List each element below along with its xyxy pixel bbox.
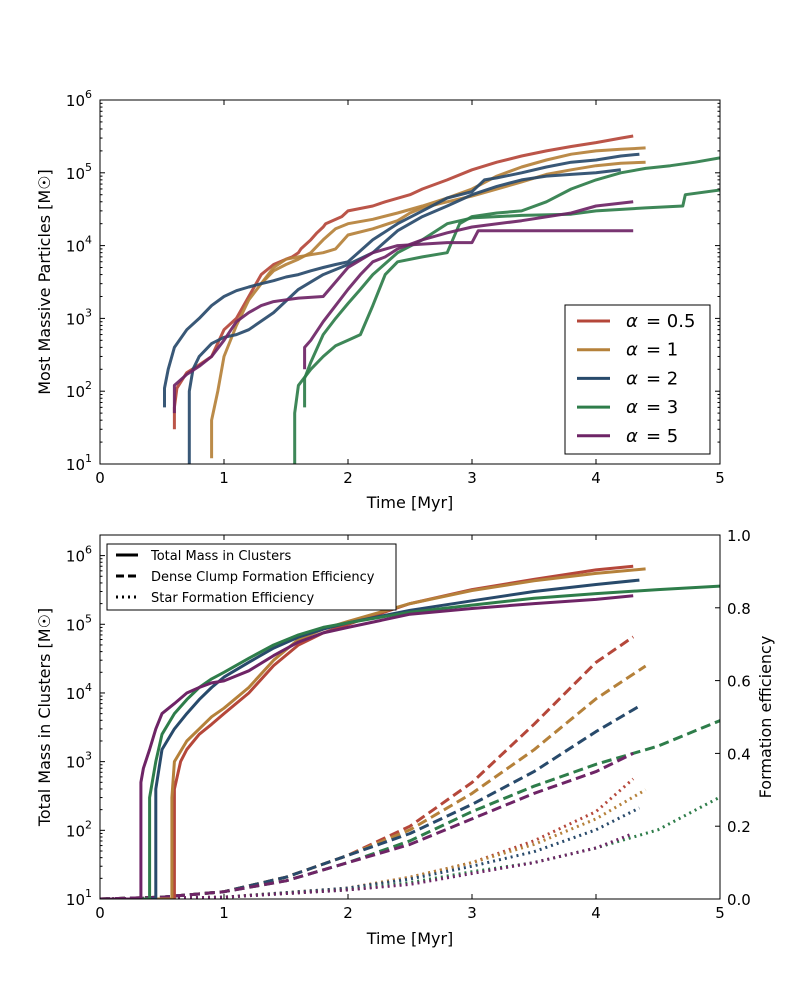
bottom-x-tick-label: 0 [95, 904, 105, 922]
top-legend-symbol: α [626, 311, 638, 332]
bottom-right-y-axis-label: Formation efficiency [756, 636, 775, 799]
top-x-tick-label: 5 [715, 469, 725, 487]
top-y-tick-label: 102 [66, 379, 92, 401]
top-legend-label: = 2 [646, 368, 678, 389]
bottom-sfe-line-a1 [100, 788, 647, 899]
top-legend-label: = 1 [646, 340, 678, 361]
bottom-sfe-line-a5 [100, 832, 634, 899]
top-legend-symbol: α [626, 340, 638, 361]
bottom-legend-label: Dense Clump Formation Efficiency [151, 570, 375, 585]
bottom-y-tick-label: 106 [66, 544, 92, 566]
bottom-legend-label: Star Formation Efficiency [151, 591, 314, 606]
top-y-tick-label: 104 [66, 234, 92, 256]
bottom-y-tick-label: 104 [66, 681, 92, 703]
top-x-tick-label: 3 [467, 469, 477, 487]
bottom-legend-box [106, 543, 397, 611]
bottom-series-group [100, 564, 720, 899]
bottom-right-y-tick-label: 0.4 [727, 745, 751, 763]
bottom-right-y-tick-label: 0.0 [727, 891, 751, 909]
top-chart-panel: 0 1 2 3 4 5 101 102 103 104 105 106 Time [Myr] Mos… [35, 88, 725, 512]
bottom-y-tick-label: 105 [66, 612, 92, 634]
bottom-plot-frame [99, 534, 721, 900]
top-series-group [163, 134, 720, 464]
bottom-total-mass-line-a3 [100, 584, 720, 899]
top-y-tick-label: 103 [66, 306, 92, 328]
top-plot-frame [99, 99, 721, 465]
bottom-x-axis-label: Time [Myr] [366, 929, 454, 948]
bottom-sfe-line-a05 [100, 777, 635, 899]
bottom-x-tick-label: 4 [591, 904, 601, 922]
bottom-y-tick-label: 102 [66, 818, 92, 840]
top-legend-label: = 5 [646, 426, 678, 447]
bottom-y-ticks: 101 102 103 104 105 106 [66, 544, 105, 909]
bottom-right-y-ticks: 0.0 0.2 0.4 0.6 0.8 1.0 [715, 527, 751, 909]
bottom-dense-eff-line-a5 [100, 752, 634, 899]
top-x-tick-label: 4 [591, 469, 601, 487]
bottom-right-y-tick-label: 0.2 [727, 818, 751, 836]
top-legend-label: = 3 [646, 397, 678, 418]
bottom-y-tick-label: 101 [66, 887, 92, 909]
bottom-total-mass-line-a2 [100, 578, 640, 899]
bottom-total-mass-line-a1 [100, 567, 646, 899]
top-legend-symbol: α [626, 368, 638, 389]
bottom-x-tick-label: 3 [467, 904, 477, 922]
bottom-legend-label: Total Mass in Clusters [150, 549, 291, 564]
top-series-line-a2-0 [163, 152, 640, 408]
bottom-total-mass-line-a5 [100, 594, 634, 899]
bottom-y-axis-label: Total Mass in Clusters [M☉] [35, 608, 54, 827]
top-y-tick-label: 101 [66, 452, 92, 474]
bottom-right-y-tick-label: 1.0 [727, 527, 751, 545]
bottom-x-ticks: 0 1 2 3 4 5 [95, 535, 725, 922]
top-y-tick-label: 106 [66, 88, 92, 110]
top-series-line-a3-0 [293, 156, 720, 464]
top-legend-symbol: α [626, 426, 638, 447]
top-x-tick-label: 1 [219, 469, 229, 487]
top-series-line-a5-0 [172, 229, 634, 414]
bottom-right-y-tick-label: 0.8 [727, 600, 751, 618]
top-x-tick-label: 0 [95, 469, 105, 487]
bottom-right-y-tick-label: 0.6 [727, 673, 751, 691]
bottom-x-tick-label: 2 [343, 904, 353, 922]
bottom-dense-eff-line-a2 [100, 704, 641, 899]
bottom-style-legend: Total Mass in Clusters Dense Clump Format… [106, 543, 397, 611]
top-legend-symbol: α [626, 397, 638, 418]
top-legend: α = 0.5 α = 1 α = 2 α = 3 α = 5 [564, 304, 711, 455]
bottom-y-tick-label: 103 [66, 750, 92, 772]
top-x-axis-label: Time [Myr] [366, 493, 454, 512]
bottom-x-tick-label: 5 [715, 904, 725, 922]
top-x-tick-label: 2 [343, 469, 353, 487]
top-y-axis-label: Most Massive Particles [M☉] [35, 169, 54, 395]
top-x-ticks: 0 1 2 3 4 5 [95, 100, 725, 487]
top-series-line-a1-1 [260, 160, 646, 285]
bottom-dense-eff-line-a3 [100, 719, 720, 899]
top-series-line-a5-1 [303, 200, 634, 370]
bottom-sfe-line-a3 [100, 795, 720, 899]
top-series-line-a05-0 [172, 134, 634, 430]
top-y-ticks: 101 102 103 104 105 106 [66, 88, 720, 474]
top-y-tick-label: 105 [66, 161, 92, 183]
top-series-line-a2-1 [187, 168, 621, 464]
top-legend-label: = 0.5 [646, 311, 695, 332]
bottom-x-tick-label: 1 [219, 904, 229, 922]
